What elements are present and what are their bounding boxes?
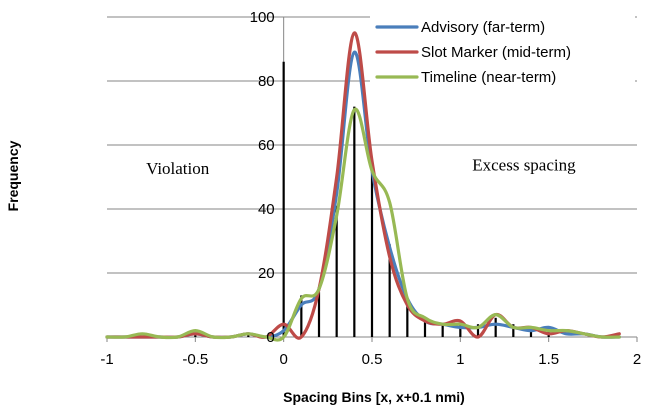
legend-label-2: Timeline (near-term) <box>421 69 556 86</box>
annotation-1: Excess spacing <box>472 156 576 175</box>
x-tick-label-6: 2 <box>633 351 641 368</box>
x-tick-label-4: 1 <box>456 351 464 368</box>
y-tick-label-2: 40 <box>258 201 275 218</box>
vertical-bars <box>194 61 550 337</box>
legend: Advisory (far-term) Slot Marker (mid-term… <box>370 8 635 98</box>
y-tick-label-3: 60 <box>258 137 275 154</box>
x-axis-title: Spacing Bins [x, x+0.1 nmi) <box>283 389 465 405</box>
annotation-0: Violation <box>146 159 210 178</box>
x-tick-label-5: 1.5 <box>538 351 559 368</box>
x-tick-label-2: 0 <box>279 351 287 368</box>
y-tick-label-4: 80 <box>258 73 275 90</box>
x-tick-label-1: -0.5 <box>182 351 208 368</box>
x-tick-label-3: 0.5 <box>362 351 383 368</box>
series-lines <box>105 31 621 342</box>
legend-label-0: Advisory (far-term) <box>421 19 545 36</box>
y-axis-title: Frequency <box>5 140 21 211</box>
annotations: Violation Excess spacing <box>146 156 576 178</box>
y-tick-label-0: 0 <box>266 329 274 346</box>
legend-label-1: Slot Marker (mid-term) <box>421 44 571 61</box>
y-tick-label-5: 100 <box>250 9 275 26</box>
series-line-2 <box>105 107 621 342</box>
y-tick-label-1: 20 <box>258 265 275 282</box>
x-tick-label-0: -1 <box>100 351 113 368</box>
